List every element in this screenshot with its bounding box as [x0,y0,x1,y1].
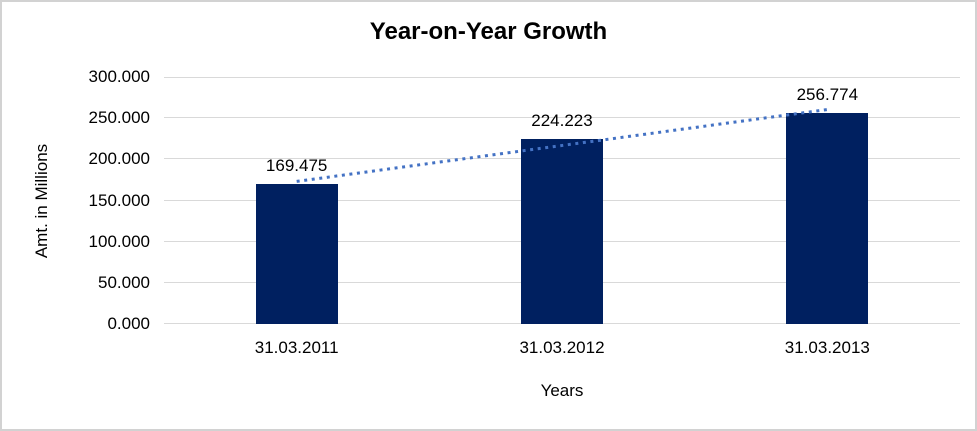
bar-31-03-2012 [521,139,603,324]
y-axis-tick-labels: 0.000 50.000 100.000 150.000 200.000 250.000 3… [2,67,150,333]
x-category-label: 31.03.2012 [519,338,605,357]
data-label: 256.774 [796,84,859,104]
y-tick-label: 50.000 [98,272,150,292]
plot-area: 169.475 224.223 256.774 [164,77,960,324]
x-category-label: 31.03.2013 [784,338,870,357]
gridline [164,77,960,78]
y-tick-label: 250.000 [88,108,150,128]
x-axis-category-labels: 31.03.2011 31.03.2012 31.03.2013 [164,338,960,362]
trendline [296,108,828,183]
gridline [164,117,960,119]
y-tick-label: 100.000 [88,231,150,251]
x-axis-title: Years [540,381,584,400]
y-tick-label: 0.000 [107,314,150,333]
data-label: 224.223 [531,111,593,131]
bar-31-03-2011 [255,184,338,324]
y-tick-label: 300.000 [88,67,150,86]
bar-31-03-2013 [786,112,869,324]
data-label: 169.475 [265,156,328,176]
y-tick-label: 150.000 [88,190,150,210]
x-category-label: 31.03.2011 [254,338,339,357]
y-tick-label: 200.000 [88,149,150,169]
chart-title: Year-on-Year Growth [369,18,608,45]
